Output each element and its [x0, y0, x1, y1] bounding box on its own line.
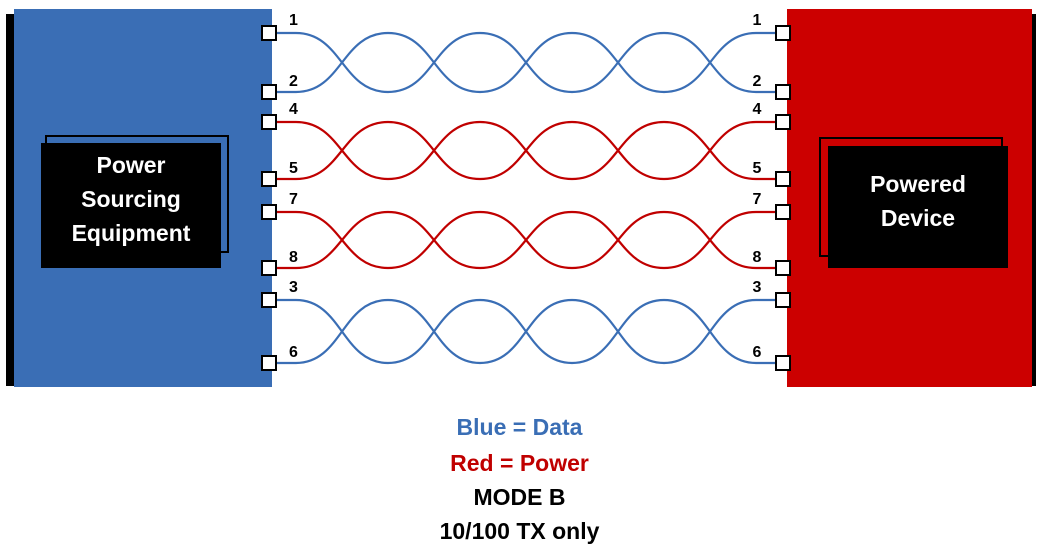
wire-pin-8 [276, 210, 776, 270]
pse-connector-pin-2 [261, 84, 277, 100]
pd-label-box [828, 146, 1008, 268]
pse-label-line-3: Equipment [72, 220, 191, 246]
pd-pin-label-6: 6 [753, 344, 762, 361]
pd-pin-label-1: 1 [753, 12, 762, 29]
pd-pin-label-2: 2 [753, 73, 762, 90]
pd-pin-label-7: 7 [753, 191, 762, 208]
pse-label-line-1: Power [96, 152, 165, 178]
pse-pin-label-7: 7 [289, 191, 298, 208]
pd-connector-pin-1 [775, 25, 791, 41]
legend-mode: MODE B [473, 484, 566, 510]
pse-pin-label-5: 5 [289, 160, 298, 177]
pd-connector-pin-4 [775, 114, 791, 130]
pd-connector-pin-8 [775, 260, 791, 276]
pse-connector-pin-6 [261, 355, 277, 371]
pse-label-box [41, 143, 221, 268]
pse-connector-pin-1 [261, 25, 277, 41]
pd-label-line-2: Device [881, 205, 955, 231]
pse-connector-pin-4 [261, 114, 277, 130]
wire-pin-5 [276, 120, 776, 181]
wire-pin-2 [276, 31, 776, 94]
legend-power: Red = Power [450, 450, 589, 476]
pse-block: Power Sourcing Equipment [6, 9, 272, 387]
pin-numbers: 1 1 2 2 4 4 5 5 7 7 8 8 3 3 6 6 [289, 12, 762, 361]
pd-connector-pin-2 [775, 84, 791, 100]
pd-pin-label-4: 4 [753, 101, 762, 118]
pse-pin-label-2: 2 [289, 73, 298, 90]
legend-data: Blue = Data [456, 414, 583, 440]
pse-pin-label-3: 3 [289, 279, 298, 296]
pd-pin-label-8: 8 [753, 249, 762, 266]
pse-pin-label-6: 6 [289, 344, 298, 361]
pd-pin-label-3: 3 [753, 279, 762, 296]
pd-connector-pin-6 [775, 355, 791, 371]
pse-connector-pin-3 [261, 292, 277, 308]
pse-connector-pin-7 [261, 204, 277, 220]
pd-connector-pin-5 [775, 171, 791, 187]
pd-pin-label-5: 5 [753, 160, 762, 177]
twisted-pairs [276, 31, 776, 365]
pd-connector-pin-3 [775, 292, 791, 308]
pd-label-line-1: Powered [870, 171, 966, 197]
pin-connectors [261, 25, 791, 371]
legend-speed: 10/100 TX only [439, 518, 600, 544]
pse-connector-pin-5 [261, 171, 277, 187]
wire-pin-6 [276, 298, 776, 365]
pse-pin-label-1: 1 [289, 12, 298, 29]
pse-pin-label-8: 8 [289, 249, 298, 266]
pse-pin-label-4: 4 [289, 101, 298, 118]
pd-block: Powered Device [787, 9, 1036, 387]
pse-label-line-2: Sourcing [81, 186, 181, 212]
pse-connector-pin-8 [261, 260, 277, 276]
pd-connector-pin-7 [775, 204, 791, 220]
